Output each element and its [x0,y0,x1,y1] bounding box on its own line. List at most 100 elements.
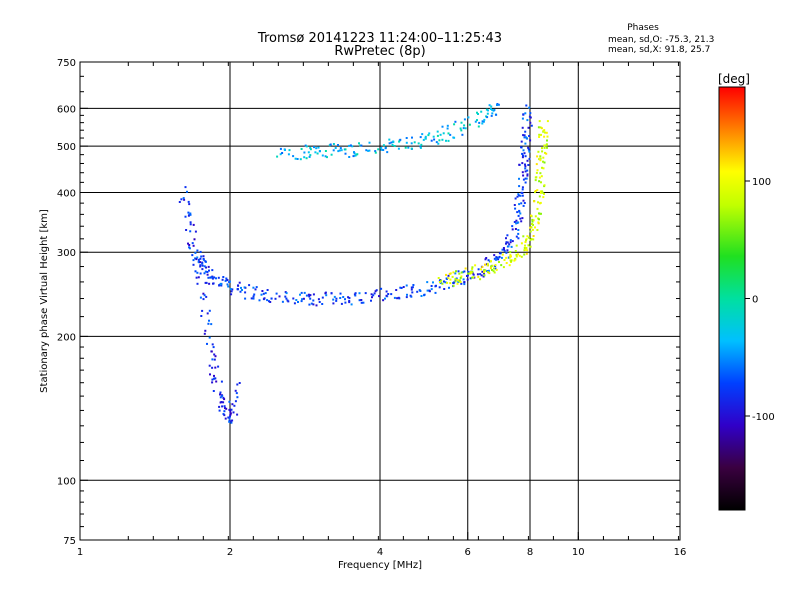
echo-point [335,297,338,300]
echo-point [526,119,529,122]
echo-point [220,284,223,287]
echo-point [517,253,520,256]
echo-point [304,144,307,147]
echo-point [447,277,450,280]
echo-point [521,217,524,220]
echo-point [420,295,423,297]
echo-point [384,297,386,300]
echo-point [300,148,303,150]
echo-point [532,235,535,237]
colorbar-tick-label: 0 [752,295,758,306]
echo-point [483,271,485,274]
echo-point [194,230,197,233]
echo-point [224,407,226,410]
echo-point [517,229,520,231]
echo-point [368,149,371,152]
echo-point [544,151,546,154]
echo-point [206,271,209,273]
echo-point [534,179,537,182]
echo-point [459,276,462,279]
echo-point [476,111,478,114]
echo-point [197,261,200,264]
echo-point [410,295,413,298]
echo-point [229,415,231,418]
echo-point [234,389,237,392]
echo-point [521,156,524,159]
echo-point [526,235,529,238]
echo-point [284,149,286,151]
echo-point [396,297,399,300]
echo-point [539,190,542,193]
echo-point [529,139,532,142]
echo-point [521,126,524,129]
echo-point [495,113,498,116]
echo-point [192,259,195,262]
echo-point [211,358,214,361]
echo-point [206,312,209,315]
echo-point [411,136,413,139]
echo-point [337,150,340,153]
echo-point [491,109,494,111]
echo-point [207,265,210,268]
echo-point [184,215,187,218]
echo-point [194,257,197,260]
echo-point [295,299,298,301]
echo-point [539,172,542,175]
echo-point [238,382,241,384]
echo-point [411,286,414,289]
echo-point [419,145,422,148]
echo-point [536,189,539,192]
echo-point [223,414,226,417]
echo-point [223,410,226,413]
echo-point [437,277,440,279]
echo-point [244,297,247,300]
echo-point [460,275,463,278]
echo-point [344,301,347,304]
echo-point [262,292,265,295]
echo-point [234,400,237,403]
echo-point [481,266,484,268]
echo-point [528,135,531,137]
echo-point [353,152,356,155]
echo-point [276,155,279,158]
echo-point [335,299,338,302]
echo-point [208,319,210,322]
echo-point [522,199,525,202]
echo-point [183,198,186,201]
echo-point [228,420,231,423]
echo-point [228,417,231,420]
echo-point [546,120,549,123]
echo-point [315,304,318,307]
echo-point [399,138,402,141]
echo-point [430,288,433,291]
echo-point [187,242,189,245]
echo-point [219,391,222,394]
colorbar-label: [deg] [718,72,750,86]
echo-point [524,142,527,145]
echo-point [538,218,540,221]
echo-point [380,146,383,149]
echo-point [515,253,518,256]
echo-point [515,222,518,225]
echo-point [217,276,220,279]
echo-point [228,400,231,403]
echo-point [447,132,450,135]
echo-point [199,272,202,275]
echo-point [236,288,239,291]
echo-point [370,299,372,302]
echo-point [476,119,478,122]
echo-point [325,294,328,297]
echo-point [239,290,242,293]
echo-point [534,215,537,218]
echo-point [524,136,527,139]
echo-point [225,407,228,410]
echo-point [214,355,217,358]
echo-point [520,140,523,143]
echo-point [517,221,520,224]
echo-point [477,125,480,128]
echo-point [284,295,287,298]
echo-point [255,286,258,289]
echo-point [321,303,324,305]
echo-point [244,291,247,294]
echo-point [227,285,230,288]
